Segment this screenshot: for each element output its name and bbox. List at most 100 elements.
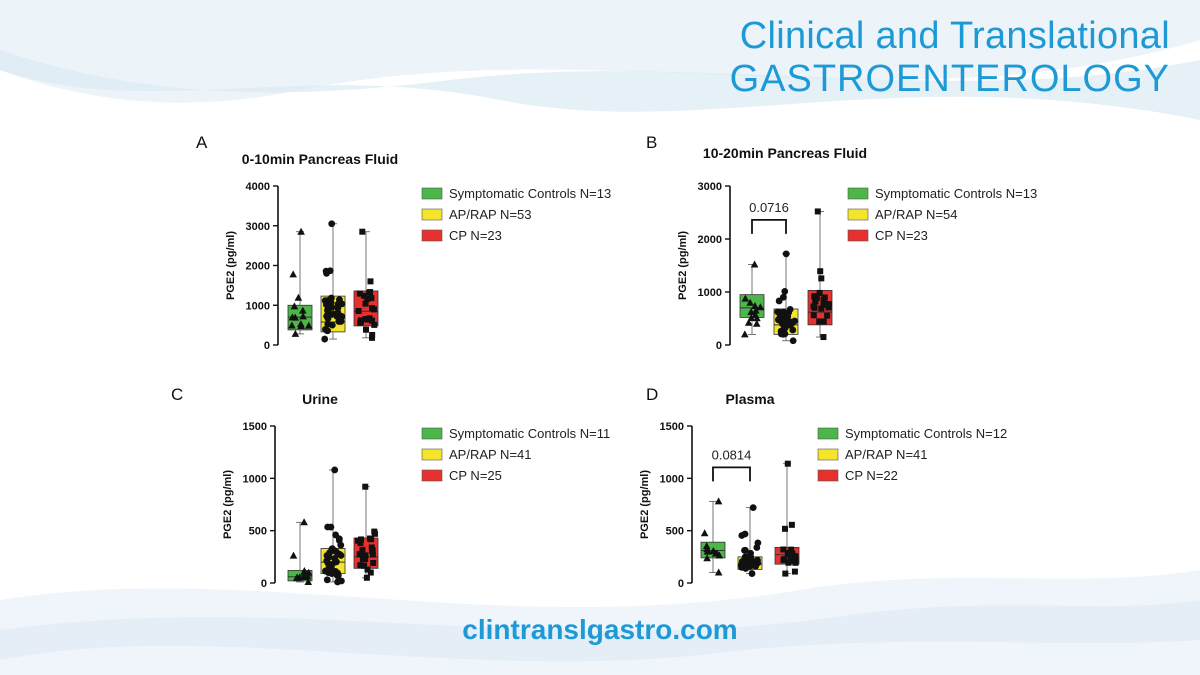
legend-label-b-0: Symptomatic Controls N=13 <box>875 186 1037 201</box>
data-point-d-2-8 <box>788 546 795 553</box>
box-group-c-0 <box>287 518 313 585</box>
data-point-d-0-9 <box>709 547 718 555</box>
legend-swatch-d-1 <box>817 448 839 461</box>
data-point-b-0-8 <box>741 294 750 302</box>
data-point-b-1-27 <box>775 297 783 305</box>
data-point-b-0-12 <box>747 314 756 322</box>
data-point-c-1-16 <box>338 577 345 585</box>
legend-swatch-c-0 <box>421 427 443 440</box>
data-point-a-2-14 <box>362 315 369 322</box>
y-tick-label-c-3: 1500 <box>243 421 267 433</box>
legend-swatch-c-1 <box>421 448 443 461</box>
data-point-b-1-22 <box>789 326 797 334</box>
chart-a-svg: A 0-10min Pancreas Fluid 0 1000 2000 3000 4000… <box>196 133 611 352</box>
data-point-d-2-0 <box>784 460 791 467</box>
legend-label-c-1: AP/RAP N=41 <box>449 447 532 462</box>
data-point-a-0-0 <box>297 227 305 235</box>
data-point-b-2-19 <box>824 300 831 307</box>
data-point-b-1-25 <box>780 308 787 316</box>
chart-panel-d: D Plasma 0 500 1000 1500 PGE2 (pg/ml) 0.0814 Sym… <box>639 382 1070 607</box>
data-point-c-2-14 <box>369 551 376 558</box>
data-point-d-0-3 <box>703 554 711 562</box>
data-point-a-2-19 <box>362 300 369 307</box>
y-tick-label-b-2: 2000 <box>698 234 722 246</box>
significance-value-d: 0.0814 <box>712 447 752 462</box>
data-point-c-2-10 <box>368 536 375 543</box>
box-group-a-2 <box>353 228 379 341</box>
data-point-b-0-7 <box>752 319 761 327</box>
data-point-c-2-22 <box>359 546 366 553</box>
data-point-c-1-28 <box>323 552 331 559</box>
chart-title-b: 10-20min Pancreas Fluid <box>703 145 867 161</box>
box-group-d-1 <box>737 504 763 577</box>
data-point-c-0-0 <box>300 518 308 526</box>
data-point-c-2-0 <box>362 483 369 490</box>
data-point-a-2-21 <box>363 326 370 333</box>
data-point-d-0-1 <box>714 568 723 576</box>
data-point-d-1-32 <box>750 560 758 568</box>
data-point-b-0-1 <box>741 330 749 338</box>
chart-c-svg: C Urine 0 500 1000 1500 PGE2 (pg/ml) Symptomati… <box>171 385 610 590</box>
data-point-d-0-10 <box>713 549 721 557</box>
legend-swatch-b-0 <box>847 187 869 200</box>
data-point-a-0-11 <box>304 321 313 329</box>
data-point-c-2-16 <box>364 566 371 573</box>
data-point-d-1-33 <box>738 558 746 565</box>
legend-swatch-a-0 <box>421 187 443 200</box>
data-point-a-0-9 <box>290 302 299 310</box>
data-point-c-1-24 <box>333 558 340 566</box>
data-point-b-0-9 <box>756 303 765 311</box>
chart-d-svg: D Plasma 0 500 1000 1500 PGE2 (pg/ml) 0.0814 Sym… <box>639 385 1007 590</box>
box-group-c-1 <box>320 466 346 586</box>
data-point-d-1-1 <box>748 570 756 577</box>
legend-label-c-0: Symptomatic Controls N=11 <box>449 426 610 441</box>
journal-brand: Clinical and Translational GASTROENTEROL… <box>730 14 1170 100</box>
data-point-d-2-16 <box>792 553 799 560</box>
data-point-c-2-20 <box>371 528 378 535</box>
data-point-b-0-0 <box>750 260 759 268</box>
data-point-b-2-6 <box>825 304 832 311</box>
y-tick-label-c-2: 1000 <box>243 473 267 485</box>
legend-swatch-b-1 <box>847 208 869 221</box>
chart-panel-b: B 10-20min Pancreas Fluid 0 1000 2000 3000 PGE… <box>640 130 1090 365</box>
data-point-a-2-10 <box>367 278 374 285</box>
data-point-b-1-20 <box>781 324 789 332</box>
panel-letter-b: B <box>646 133 657 152</box>
data-point-b-1-21 <box>788 319 796 327</box>
data-point-a-2-7 <box>368 295 375 302</box>
data-point-b-2-7 <box>817 268 824 275</box>
y-tick-label-a-4: 4000 <box>246 181 270 193</box>
y-tick-label-d-3: 1500 <box>660 421 684 433</box>
data-point-a-2-0 <box>359 228 366 235</box>
data-point-d-1-29 <box>741 546 749 554</box>
y-tick-label-d-0: 0 <box>678 578 684 590</box>
data-point-d-2-13 <box>782 525 789 532</box>
legend-swatch-a-2 <box>421 229 443 242</box>
data-point-c-1-33 <box>324 523 332 531</box>
data-point-b-0-2 <box>746 298 754 306</box>
data-point-c-1-18 <box>322 567 329 575</box>
box-group-d-0 <box>700 497 726 576</box>
data-point-c-2-11 <box>357 562 364 569</box>
data-point-c-1-25 <box>332 531 340 539</box>
data-point-d-0-11 <box>703 545 711 553</box>
data-point-c-2-4 <box>370 559 377 566</box>
data-point-b-1-33 <box>779 330 787 338</box>
data-point-a-2-13 <box>366 289 373 296</box>
data-point-a-2-8 <box>366 315 373 322</box>
data-point-d-1-31 <box>747 554 755 561</box>
data-point-b-2-2 <box>810 312 817 319</box>
data-point-b-2-5 <box>820 301 827 308</box>
data-point-c-2-1 <box>363 574 370 581</box>
data-point-a-0-1 <box>291 329 300 337</box>
y-tick-label-d-1: 500 <box>666 526 684 538</box>
data-point-a-2-6 <box>355 307 362 314</box>
chart-title-a: 0-10min Pancreas Fluid <box>242 151 398 167</box>
data-point-d-1-19 <box>741 530 749 538</box>
box-group-a-0 <box>287 227 313 337</box>
data-point-a-1-24 <box>334 304 342 312</box>
panel-letter-d: D <box>646 385 658 404</box>
data-point-b-2-12 <box>816 289 823 296</box>
box-group-a-1 <box>320 220 346 343</box>
legend-label-d-0: Symptomatic Controls N=12 <box>845 426 1007 441</box>
